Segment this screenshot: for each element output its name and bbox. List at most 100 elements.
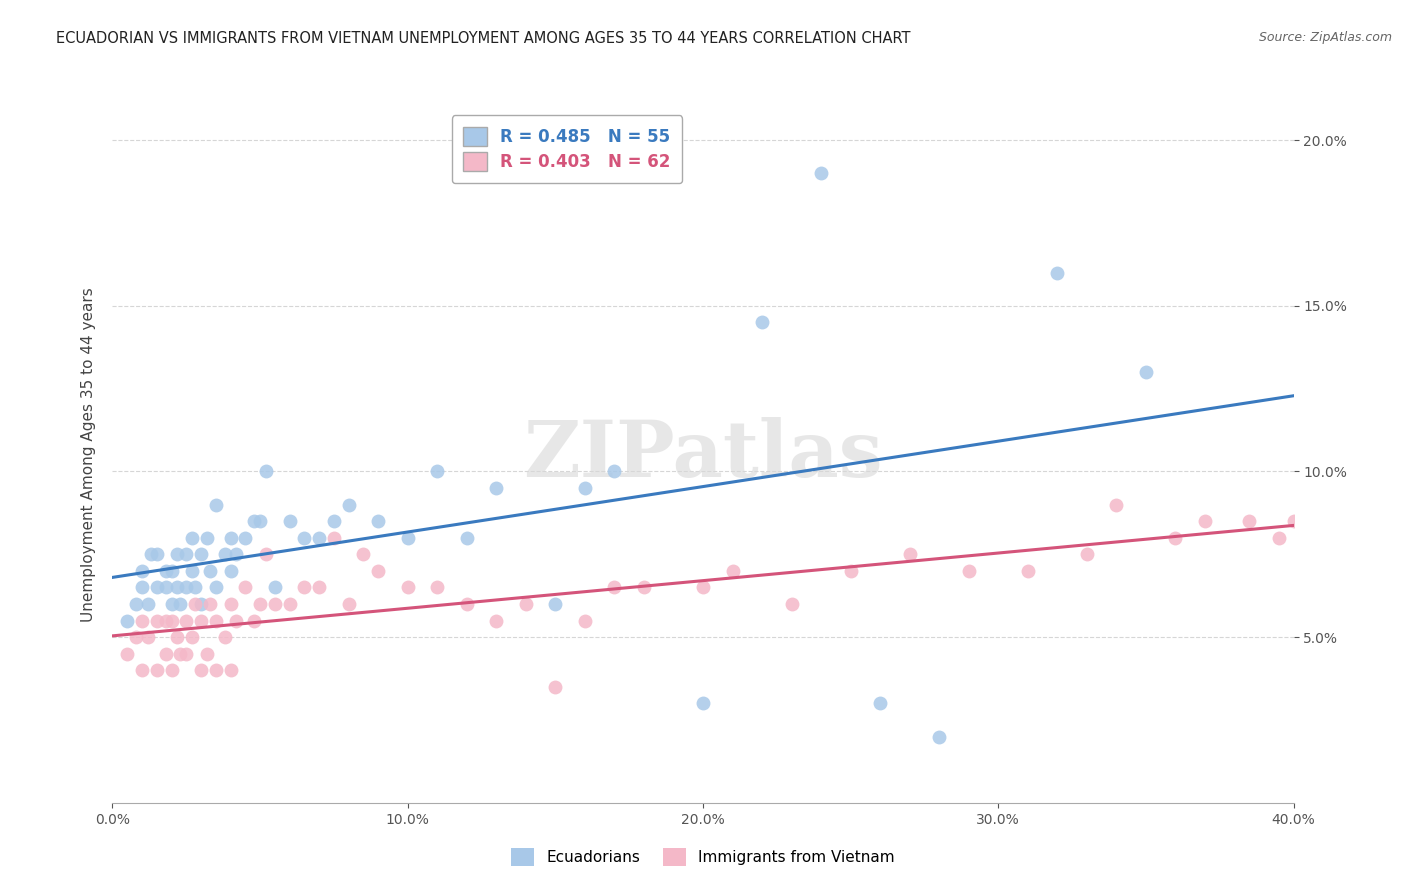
Point <box>190 614 212 628</box>
Point <box>190 547 212 561</box>
Point <box>574 614 596 628</box>
Point <box>544 597 567 611</box>
Point <box>146 547 169 561</box>
Point <box>169 647 191 661</box>
Point <box>205 498 228 512</box>
Point <box>198 564 221 578</box>
Point <box>174 647 197 661</box>
Point <box>1105 498 1128 512</box>
Point <box>214 630 236 644</box>
Point <box>166 581 188 595</box>
Point <box>721 564 744 578</box>
Point <box>1282 514 1305 528</box>
Point <box>254 547 277 561</box>
Point <box>205 614 228 628</box>
Point <box>184 597 207 611</box>
Point <box>603 581 626 595</box>
Point <box>131 564 153 578</box>
Point <box>195 647 218 661</box>
Point <box>633 581 655 595</box>
Point <box>1194 514 1216 528</box>
Point <box>219 663 242 677</box>
Y-axis label: Unemployment Among Ages 35 to 44 years: Unemployment Among Ages 35 to 44 years <box>80 287 96 623</box>
Point <box>337 597 360 611</box>
Point <box>308 581 330 595</box>
Point <box>1239 514 1261 528</box>
Point <box>160 564 183 578</box>
Text: ECUADORIAN VS IMMIGRANTS FROM VIETNAM UNEMPLOYMENT AMONG AGES 35 TO 44 YEARS COR: ECUADORIAN VS IMMIGRANTS FROM VIETNAM UN… <box>56 31 911 46</box>
Point <box>1017 564 1039 578</box>
Point <box>292 581 315 595</box>
Point <box>603 465 626 479</box>
Point <box>292 531 315 545</box>
Point <box>249 597 271 611</box>
Point <box>219 597 242 611</box>
Point <box>692 697 714 711</box>
Point <box>190 663 212 677</box>
Point <box>396 581 419 595</box>
Point <box>1135 365 1157 379</box>
Point <box>323 531 346 545</box>
Point <box>544 680 567 694</box>
Point <box>160 597 183 611</box>
Point <box>190 597 212 611</box>
Point <box>166 630 188 644</box>
Point <box>898 547 921 561</box>
Point <box>278 514 301 528</box>
Point <box>1046 266 1069 280</box>
Point <box>181 564 204 578</box>
Point <box>174 547 197 561</box>
Point <box>225 547 247 561</box>
Point <box>174 614 197 628</box>
Point <box>205 581 228 595</box>
Point <box>225 614 247 628</box>
Point <box>233 531 256 545</box>
Point <box>117 614 138 628</box>
Point <box>125 630 148 644</box>
Point <box>205 663 228 677</box>
Point <box>810 166 832 180</box>
Point <box>233 581 256 595</box>
Point <box>928 730 950 744</box>
Point <box>249 514 271 528</box>
Point <box>181 630 204 644</box>
Point <box>308 531 330 545</box>
Point <box>243 514 266 528</box>
Point <box>160 663 183 677</box>
Point <box>219 531 242 545</box>
Point <box>692 581 714 595</box>
Point <box>155 564 177 578</box>
Point <box>117 647 138 661</box>
Point <box>243 614 266 628</box>
Point <box>181 531 204 545</box>
Point <box>131 614 153 628</box>
Point <box>751 315 773 329</box>
Point <box>957 564 980 578</box>
Point <box>139 547 162 561</box>
Point <box>515 597 537 611</box>
Point <box>174 581 197 595</box>
Point <box>264 581 287 595</box>
Point <box>337 498 360 512</box>
Point <box>456 531 478 545</box>
Point <box>1164 531 1187 545</box>
Point <box>264 597 287 611</box>
Legend: Ecuadorians, Immigrants from Vietnam: Ecuadorians, Immigrants from Vietnam <box>505 842 901 871</box>
Point <box>278 597 301 611</box>
Point <box>155 647 177 661</box>
Point <box>166 547 188 561</box>
Point <box>426 581 449 595</box>
Point <box>352 547 374 561</box>
Point <box>485 481 508 495</box>
Text: Source: ZipAtlas.com: Source: ZipAtlas.com <box>1258 31 1392 45</box>
Point <box>485 614 508 628</box>
Point <box>1268 531 1291 545</box>
Point <box>574 481 596 495</box>
Point <box>195 531 218 545</box>
Point <box>396 531 419 545</box>
Point <box>169 597 191 611</box>
Point <box>125 597 148 611</box>
Text: ZIPatlas: ZIPatlas <box>523 417 883 493</box>
Point <box>131 581 153 595</box>
Point <box>219 564 242 578</box>
